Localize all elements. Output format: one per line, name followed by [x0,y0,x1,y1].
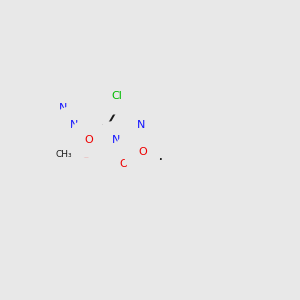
Text: S: S [129,150,137,163]
Text: CH₃: CH₃ [56,151,72,160]
Text: O: O [81,150,90,160]
Text: H: H [70,114,78,124]
Text: N: N [112,135,121,145]
Text: N: N [58,103,67,113]
Text: N: N [70,120,78,130]
Text: N: N [137,120,146,130]
Text: O: O [119,159,128,169]
Text: O: O [84,134,93,145]
Text: O: O [138,147,147,157]
Text: S: S [65,131,73,144]
Text: Cl: Cl [111,91,122,101]
